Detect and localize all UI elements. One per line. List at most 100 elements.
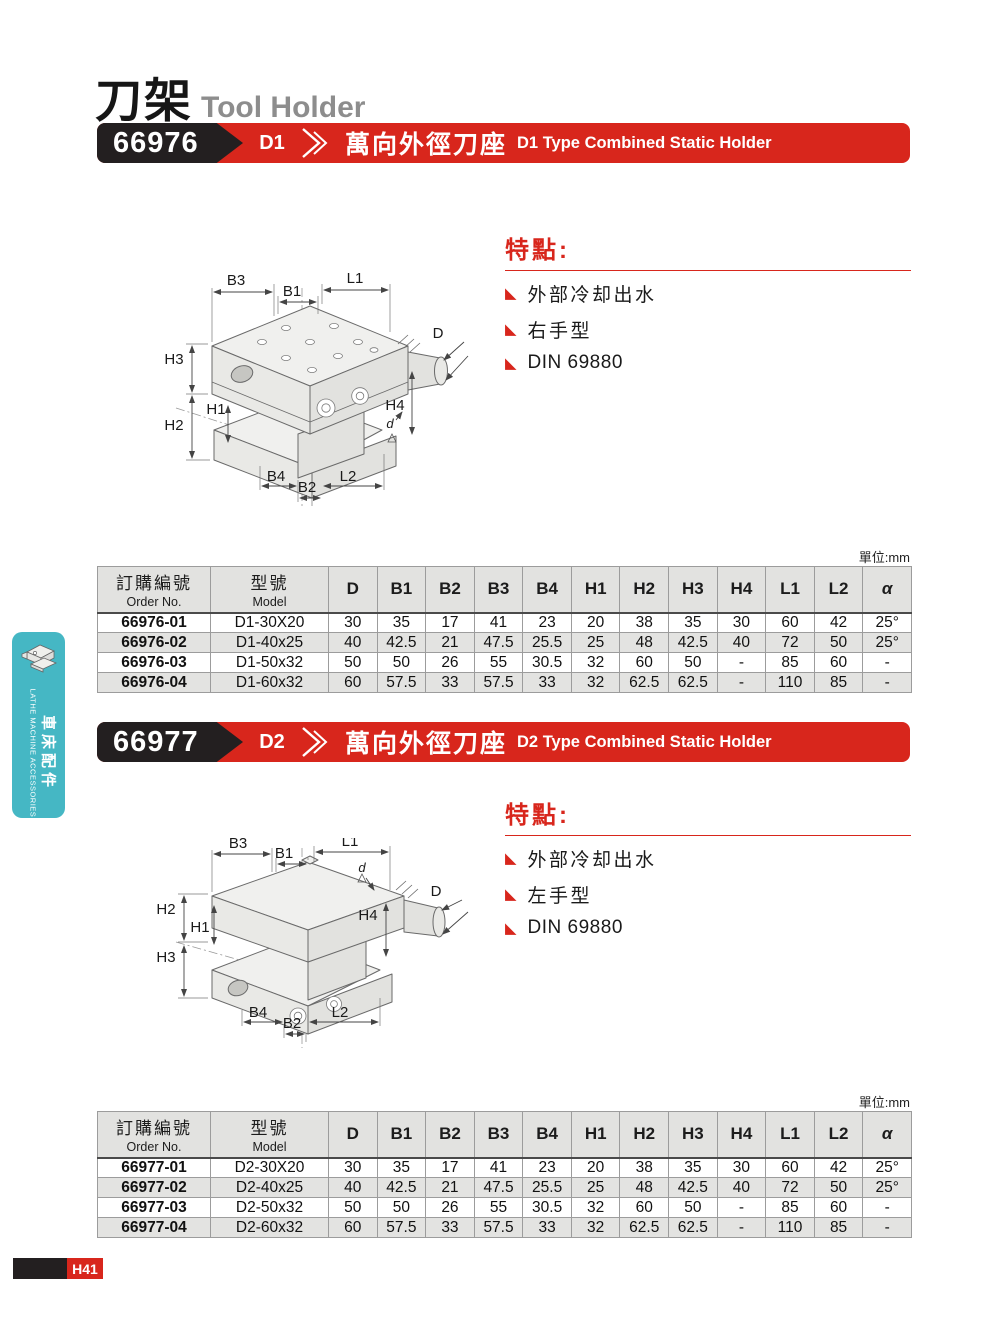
banner-title-en: D1 Type Combined Static Holder — [517, 133, 772, 152]
table-cell: D2-30X20 — [210, 1157, 329, 1178]
column-header-en: Order No. — [126, 595, 182, 610]
table-cell: 60 — [619, 1197, 670, 1218]
dimension-label: B2 — [298, 479, 316, 496]
table-cell: 35 — [376, 1157, 427, 1178]
table-row: 66976-03 D1-50x32 50 50 26 55 30.5 32 60 50-85 60- — [97, 652, 912, 673]
table-cell: 66976-02 — [97, 632, 211, 653]
dimension-label: H2 — [164, 417, 183, 434]
triangle-bullet-icon: ◣ — [505, 321, 517, 338]
table-cell: 72 — [765, 1177, 815, 1198]
page-number-badge: H41 — [67, 1258, 103, 1279]
table-cell: 32 — [570, 652, 621, 673]
dimension-label: L1 — [347, 270, 364, 287]
table-cell: - — [716, 1197, 767, 1218]
banner-title-en: D2 Type Combined Static Holder — [517, 732, 772, 751]
table-cell: 25 — [570, 1177, 621, 1198]
table-row: 66977-03 D2-50x32 50 50 26 55 30.5 32 60 50-85 60- — [97, 1197, 912, 1218]
dimension-label: D — [433, 325, 444, 342]
order-number-flag: 66977 — [97, 722, 243, 762]
table-cell: 42.5 — [668, 632, 718, 653]
chevron-right-icon — [302, 128, 328, 158]
table-cell: 60 — [328, 1217, 378, 1238]
dimension-label: B3 — [229, 838, 247, 852]
table-cell: 20 — [570, 1157, 621, 1178]
dimension-label: H1 — [206, 401, 225, 418]
dimension-label: H3 — [164, 351, 183, 368]
table-cell: - — [716, 652, 767, 673]
dim-column-header: α — [862, 1111, 912, 1159]
dim-column-header: B2 — [425, 566, 475, 614]
triangle-bullet-icon: ◣ — [505, 919, 517, 937]
column-header-en: Model — [252, 1140, 287, 1155]
table-cell: 66976-04 — [97, 672, 211, 693]
table-cell: 25.5 — [522, 632, 572, 653]
table-cell: 110 — [765, 672, 815, 693]
table-cell: - — [862, 1217, 912, 1238]
banner-title-zh: 萬向外徑刀座 — [345, 131, 508, 159]
table-cell: 33 — [425, 1217, 475, 1238]
table-cell: 66977-01 — [97, 1157, 211, 1178]
table-cell: 23 — [522, 1157, 572, 1178]
table-cell: 48 — [619, 632, 670, 653]
spec-table-66977: 訂購編號 Order No. 型號 Model D B1 B2 B3 B4 H1 H2 H3 H… — [97, 1111, 912, 1238]
dim-column-header: H3 — [668, 1111, 718, 1159]
features-heading: 特點: — [505, 237, 570, 264]
dimension-label: B1 — [283, 283, 301, 300]
banner-titles: 萬向外徑刀座 D1 Type Combined Static Holder — [345, 123, 772, 163]
table-cell: 26 — [425, 652, 475, 673]
table-cell: 85 — [765, 652, 815, 673]
table-cell: 50 — [328, 1197, 378, 1218]
table-cell: 40 — [328, 1177, 378, 1198]
table-cell: 40 — [328, 632, 378, 653]
table-cell: 25 — [570, 632, 621, 653]
table-cell: 66977-03 — [97, 1197, 211, 1218]
section-banner-66977: 66977 D2 萬向外徑刀座 D2 Type Combined Static … — [97, 722, 910, 762]
table-cell: 57.5 — [473, 672, 524, 693]
dim-column-header: H4 — [716, 1111, 767, 1159]
table-cell: 35 — [376, 612, 427, 633]
table-cell: 26 — [425, 1197, 475, 1218]
triangle-bullet-icon: ◣ — [505, 354, 517, 372]
table-cell: 30 — [716, 612, 767, 633]
table-cell: 42 — [813, 612, 864, 633]
table-cell: 33 — [425, 672, 475, 693]
column-header-order-no: 訂購編號 Order No. — [97, 1111, 211, 1159]
dim-column-header: H1 — [570, 1111, 621, 1159]
table-row: 66977-04 D2-60x32 60 57.5 33 57.5 33 32 62.5 62.5… — [97, 1217, 912, 1238]
type-code: D2 — [259, 730, 285, 753]
table-cell: 30.5 — [522, 1197, 572, 1218]
dim-column-header: H3 — [668, 566, 718, 614]
column-header-zh: 型號 — [250, 574, 289, 594]
dimension-label: d — [386, 416, 394, 431]
feature-item: ◣ 外部冷却出水 — [505, 845, 911, 872]
table-cell: D1-30X20 — [210, 612, 329, 633]
table-cell: 33 — [522, 1217, 572, 1238]
table-cell: 42 — [813, 1157, 864, 1178]
column-header-en: Model — [252, 595, 287, 610]
table-cell: 50 — [668, 652, 718, 673]
column-header-zh: 訂購編號 — [116, 574, 192, 594]
table-cell: 32 — [570, 1197, 621, 1218]
triangle-bullet-icon: ◣ — [505, 285, 517, 302]
table-cell: 50 — [376, 652, 427, 673]
dim-column-header: B2 — [425, 1111, 475, 1159]
table-cell: - — [716, 1217, 767, 1238]
order-number: 66977 — [113, 725, 199, 758]
table-cell: 17 — [425, 612, 475, 633]
table-cell: 38 — [619, 1157, 670, 1178]
feature-item: ◣ 外部冷却出水 — [505, 280, 911, 307]
page-title-zh: 刀架 — [95, 74, 193, 127]
feature-text: 外部冷却出水 — [527, 285, 657, 306]
dimension-label: D — [431, 883, 442, 900]
table-cell: 42.5 — [376, 1177, 427, 1198]
dimension-label: L1 — [342, 838, 359, 850]
column-header-order-no: 訂購編號 Order No. — [97, 566, 211, 614]
table-cell: 35 — [668, 1157, 718, 1178]
dimension-label: B4 — [249, 1004, 267, 1021]
table-cell: 25.5 — [522, 1177, 572, 1198]
banner-title-zh: 萬向外徑刀座 — [345, 730, 508, 758]
banner-titles: 萬向外徑刀座 D2 Type Combined Static Holder — [345, 722, 772, 762]
triangle-bullet-icon: ◣ — [505, 850, 517, 867]
table-cell: 57.5 — [376, 672, 427, 693]
table-cell: 50 — [668, 1197, 718, 1218]
